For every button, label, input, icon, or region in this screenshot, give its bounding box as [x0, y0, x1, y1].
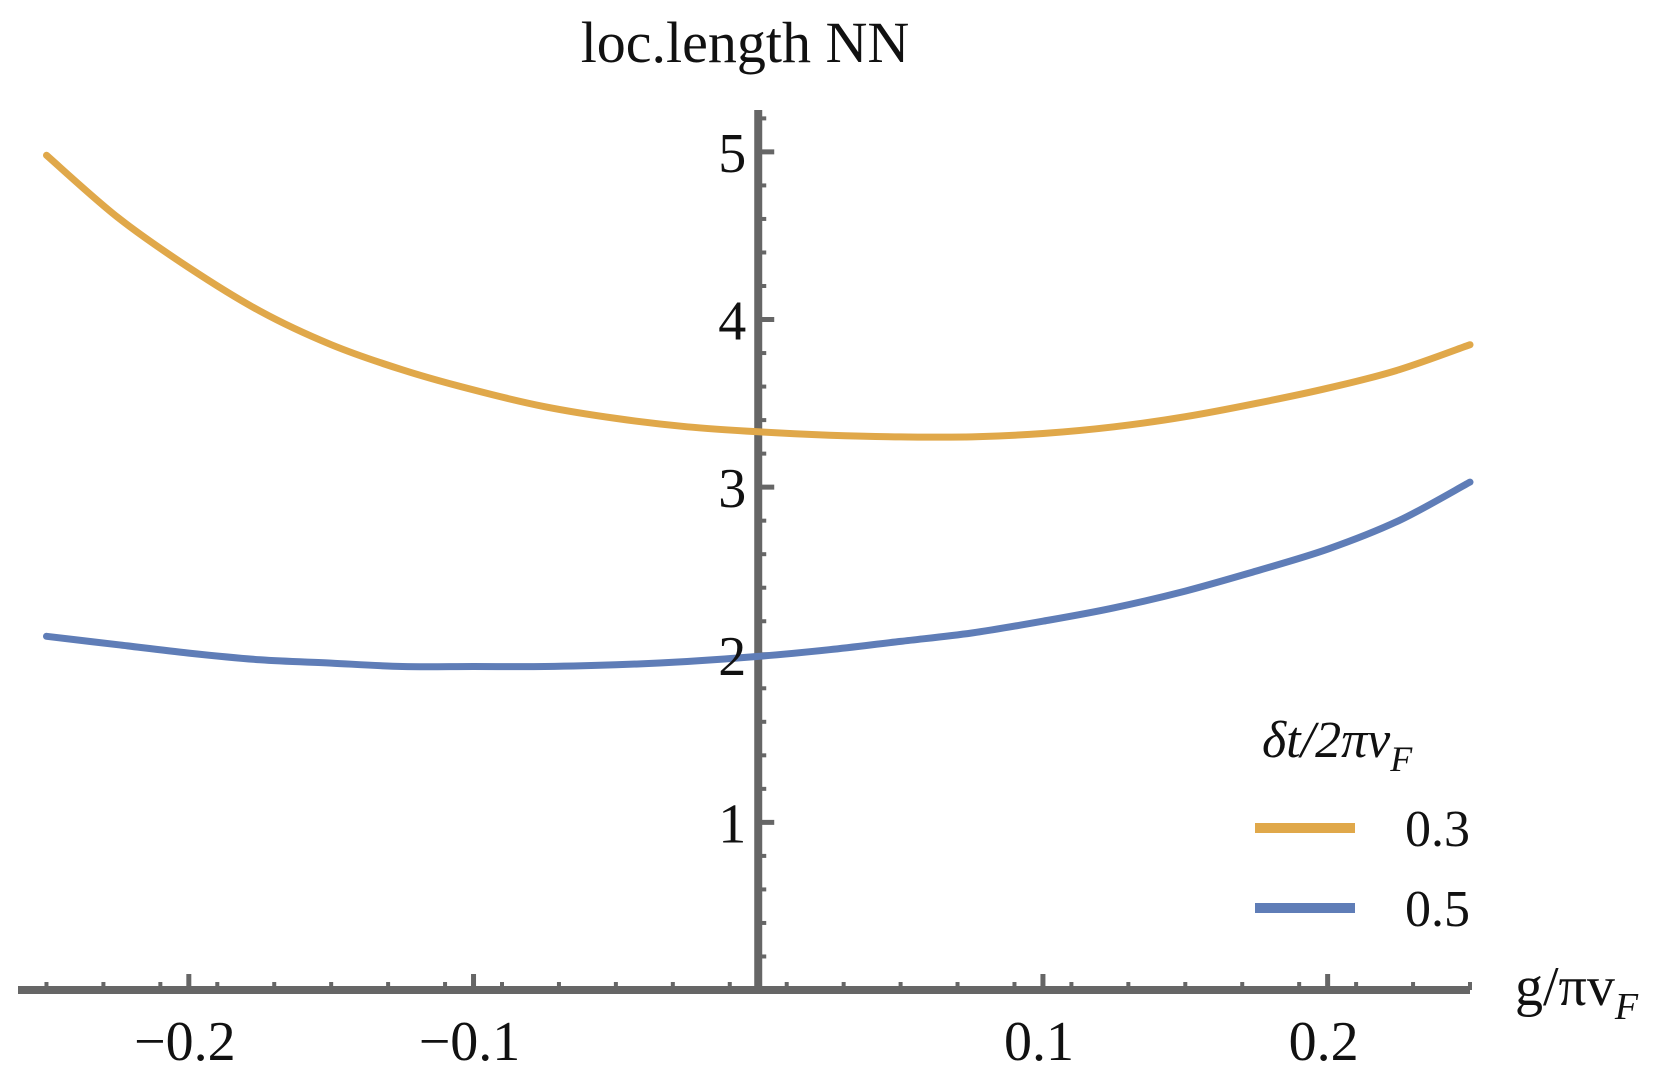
legend-title: δt/2πvF — [1262, 712, 1413, 779]
legend: δt/2πvF 0.30.5 — [1255, 712, 1470, 938]
legend-title-main: δt/2πv — [1262, 712, 1391, 769]
series-line-0-5 — [43, 478, 1474, 671]
series-line-0-3 — [43, 151, 1474, 441]
series-layer — [43, 151, 1474, 671]
chart-title: loc.length NN — [581, 10, 910, 75]
x-tick-label: −0.1 — [419, 1011, 521, 1072]
legend-label-0-5: 0.5 — [1405, 881, 1470, 938]
y-tick-label: 1 — [718, 793, 746, 855]
x-tick-label: 0.2 — [1289, 1011, 1359, 1072]
y-tick-label: 5 — [718, 123, 746, 185]
y-tick-label: 3 — [718, 458, 746, 520]
x-tick-label: −0.2 — [134, 1011, 236, 1072]
ticks-layer: −0.2 −0.1 0.1 0.2 1 2 3 4 5 — [134, 123, 1359, 1072]
x-tick-label: 0.1 — [1004, 1011, 1074, 1072]
x-axis-label-sub: F — [1614, 986, 1639, 1028]
legend-items: 0.30.5 — [1255, 801, 1470, 938]
legend-title-sub: F — [1389, 739, 1413, 779]
axes-layer — [18, 110, 1472, 994]
x-axis-label-main: g/πv — [1515, 956, 1615, 1018]
y-tick-label: 4 — [718, 291, 746, 353]
legend-label-0-3: 0.3 — [1405, 801, 1470, 858]
y-tick-label: 2 — [718, 626, 746, 688]
x-axis-label: g/πvF — [1515, 956, 1639, 1028]
